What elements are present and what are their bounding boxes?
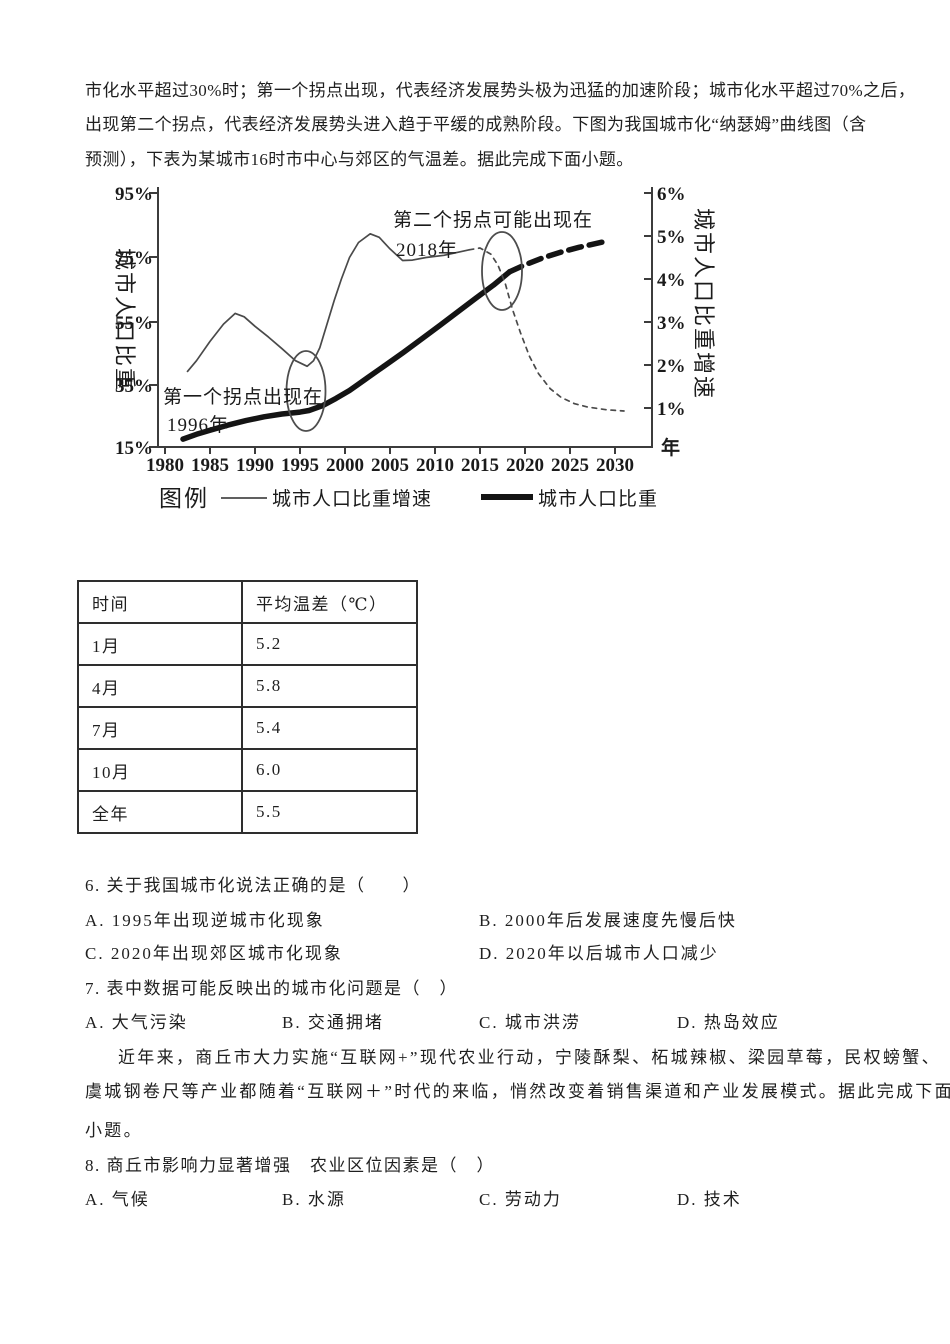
left-tick-95: 95% [115,184,153,205]
table-row: 4月 5.8 [77,664,418,708]
legend-thick-label: 城市人口比重 [538,488,658,510]
城市人口比重增速-solid-curve [186,232,471,373]
table-cell-value: 5.8 [241,664,418,708]
x-tick-2005: 2005 [371,455,409,476]
table-row: 7月 5.4 [77,706,418,750]
table-cell-time: 10月 [77,748,243,792]
城市人口比重-solid-curve [180,268,513,442]
x-tick-2025: 2025 [551,455,589,476]
question-8-option-d: D. 技术 [677,1190,742,1209]
left-tick-35: 35% [115,376,153,397]
left-axis-title: 城市人口比重 [112,248,137,392]
table-header-row: 时间 平均温差（℃） [77,580,418,624]
x-tick-1995: 1995 [281,455,319,476]
stimulus-line-1: 近年来，商丘市大力实施“互联网+”现代农业行动，宁陵酥梨、柘城辣椒、梁园草莓，民… [118,1048,941,1067]
right-axis-ticks [644,192,652,409]
intro-line-2: 出现第二个拐点，代表经济发展势头进入趋于平缓的成熟阶段。下图为我国城市化“纳瑟姆… [85,115,867,134]
stimulus-line-2: 虞城钢卷尺等产业都随着“互联网＋”时代的来临，悄然改变着销售渠道和产业发展模式。… [85,1082,950,1101]
table-cell-time: 4月 [77,664,243,708]
question-7-option-d: D. 热岛效应 [677,1013,780,1032]
x-tick-1990: 1990 [236,455,274,476]
table-row: 1月 5.2 [77,622,418,666]
question-8-option-b: B. 水源 [282,1190,346,1209]
right-axis-title: 城市人口比重增速 [691,208,715,400]
second-inflection-annotation-line1: 第二个拐点可能出现在 [393,209,593,231]
x-tick-2030: 2030 [596,455,634,476]
first-inflection-annotation-line2: 1996年 [167,414,229,436]
right-tick-2: 2% [657,356,686,377]
question-8-option-c: C. 劳动力 [479,1190,562,1209]
right-tick-5: 5% [657,227,686,248]
left-tick-15: 15% [115,438,153,459]
table-header-tempdiff: 平均温差（℃） [241,580,418,624]
x-tick-2010: 2010 [416,455,454,476]
question-7-option-b: B. 交通拥堵 [282,1013,384,1032]
table-cell-value: 5.2 [241,622,418,666]
second-inflection-circle [481,231,523,311]
right-tick-6: 6% [657,184,686,205]
table-cell-time: 全年 [77,790,243,834]
left-tick-55: 55% [115,313,153,334]
x-tick-1985: 1985 [191,455,229,476]
urbanization-northam-curve-chart: 95% 75% 55% 35% 15% 6% 5% 4% 3% 2% 1% 年 … [112,184,715,511]
question-8-option-a: A. 气候 [85,1190,150,1209]
table-row: 全年 5.5 [77,790,418,834]
intro-line-1: 市化水平超过30%时；第一个拐点出现，代表经济发展势头极为迅猛的加速阶段；城市化… [85,81,916,100]
x-unit-label: 年 [661,436,680,459]
城市人口比重增速-dashed-curve [468,247,625,412]
table-cell-value: 5.4 [241,706,418,750]
right-tick-4: 4% [657,270,686,291]
intro-line-3: 预测），下表为某城市16时市中心与郊区的气温差。据此完成下面小题。 [85,150,634,169]
x-tick-2020: 2020 [506,455,544,476]
table-cell-time: 7月 [77,706,243,750]
legend-thin-label: 城市人口比重增速 [272,488,432,510]
first-inflection-annotation-line1: 第一个拐点出现在 [163,386,323,408]
x-tick-1980: 1980 [146,455,184,476]
question-7-option-a: A. 大气污染 [85,1013,188,1032]
table-row: 10月 6.0 [77,748,418,792]
table-cell-value: 5.5 [241,790,418,834]
question-6-option-d: D. 2020年以后城市人口减少 [479,944,719,963]
x-tick-2000: 2000 [326,455,364,476]
chart-axes [149,187,653,454]
left-axis-ticks [149,192,158,448]
question-8-stem: 8. 商丘市影响力显著增强 农业区位因素是（ ） [85,1156,495,1175]
right-tick-3: 3% [657,313,686,334]
curve-layer [180,232,625,442]
legend-title: 图例 [159,486,209,511]
question-7-option-c: C. 城市洪涝 [479,1013,581,1032]
question-6-option-a: A. 1995年出现逆城市化现象 [85,911,325,930]
城市人口比重-dashed-curve [506,238,609,275]
question-6-option-c: C. 2020年出现郊区城市化现象 [85,944,343,963]
x-tick-2015: 2015 [461,455,499,476]
temperature-table: 时间 平均温差（℃） 1月 5.2 4月 5.8 7月 5.4 10月 6.0 … [77,580,418,834]
table-header-time: 时间 [77,580,243,624]
x-axis-ticks [164,447,616,454]
question-7-stem: 7. 表中数据可能反映出的城市化问题是（ ） [85,979,458,998]
second-inflection-annotation-line2: 2018年 [396,239,458,261]
first-inflection-circle [285,350,327,432]
right-tick-1: 1% [657,399,686,420]
stimulus-line-3: 小题。 [85,1121,143,1140]
table-cell-value: 6.0 [241,748,418,792]
question-6-option-b: B. 2000年后发展速度先慢后快 [479,911,737,930]
left-tick-75: 75% [115,248,153,269]
table-cell-time: 1月 [77,622,243,666]
question-6-stem: 6. 关于我国城市化说法正确的是（ ） [85,876,421,895]
